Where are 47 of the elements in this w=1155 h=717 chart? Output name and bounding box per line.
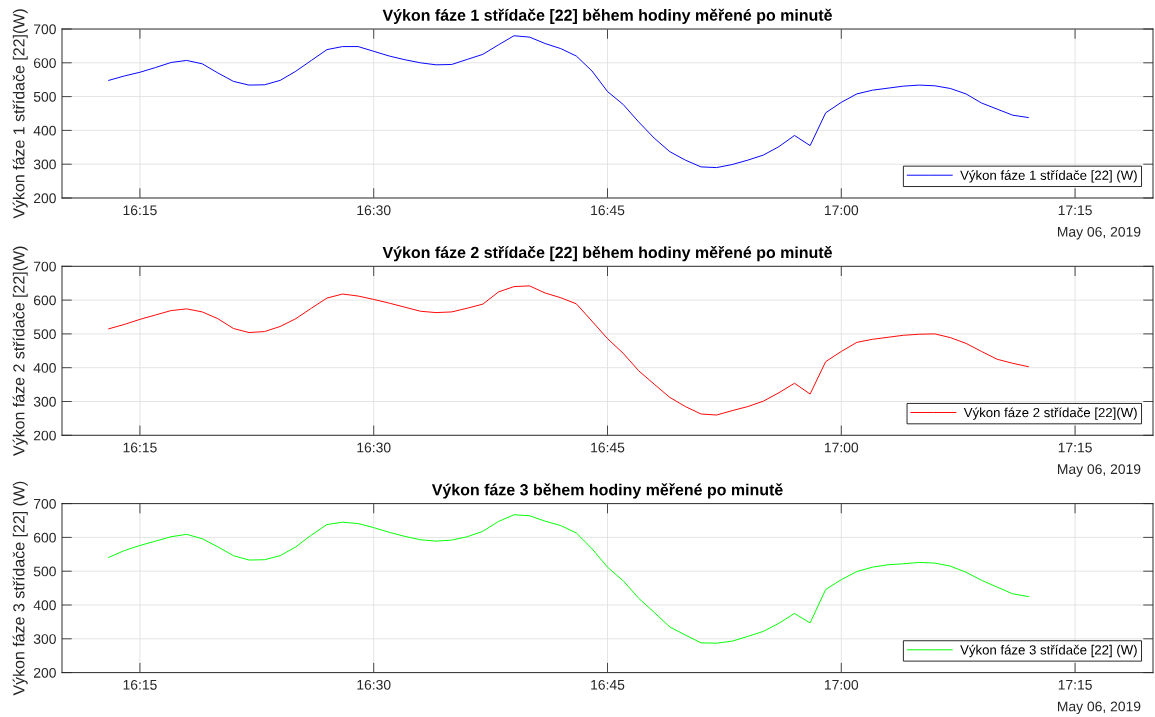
y-tick-label: 700 — [33, 24, 56, 35]
legend-label: Výkon fáze 3 střídače [22] (W) — [960, 644, 1137, 658]
y-tick-label: 400 — [33, 125, 56, 136]
x-tick-label: 16:30 — [357, 679, 391, 690]
y-tick-label: 700 — [33, 498, 56, 509]
text: May 06, 2019 — [1057, 464, 1141, 477]
chart-title: Výkon fáze 3 během hodiny měřené po minutě — [431, 483, 783, 499]
y-tick-label: 200 — [33, 667, 56, 678]
y-tick-label: 300 — [33, 634, 56, 644]
y-tick-label: 700 — [33, 261, 56, 272]
y-axis-title: Výkon fáze 3 střídače [22] (W) — [12, 481, 28, 696]
y-axis-title: Výkon fáze 2 střídače [22](W) — [12, 246, 28, 456]
legend-label: Výkon fáze 2 střídače [22](W) — [963, 407, 1137, 420]
x-tick-label: 17:15 — [1058, 442, 1092, 453]
y-tick-label: 400 — [33, 600, 56, 611]
x-tick-label: 17:00 — [824, 205, 859, 216]
x-tick-label: 17:15 — [1058, 205, 1092, 216]
x-tick-label: 16:30 — [357, 442, 391, 453]
chart-title: Výkon fáze 1 střídače [22] během hodiny měřené po minutě — [382, 8, 832, 24]
y-tick-label: 600 — [33, 58, 56, 68]
y-tick-label: 300 — [33, 396, 56, 407]
legend-label: Výkon fáze 1 střídače [22] (W) — [960, 170, 1137, 183]
y-tick-label: 300 — [33, 159, 56, 170]
y-tick-label: 200 — [33, 430, 56, 441]
line-series — [108, 514, 1029, 644]
x-tick-label: 17:00 — [824, 679, 859, 690]
x-tick-label: 17:15 — [1058, 680, 1092, 690]
x-tick-label: 16:30 — [357, 205, 391, 216]
y-axis-title: Výkon fáze 1 střídače [22](W) — [12, 9, 28, 219]
text: May 06, 2019 — [1057, 701, 1141, 715]
y-tick-label: 500 — [33, 566, 56, 577]
x-tick-label: 16:45 — [591, 679, 625, 690]
y-tick-label: 600 — [33, 532, 56, 543]
y-tick-label: 600 — [33, 295, 56, 306]
x-tick-label: 16:15 — [123, 679, 157, 690]
x-tick-label: 16:45 — [591, 442, 625, 453]
x-tick-label: 16:15 — [123, 205, 157, 216]
line-series — [108, 35, 1029, 169]
y-tick-label: 500 — [33, 91, 56, 102]
chart-title: Výkon fáze 2 střídače [22] během hodiny měřené po minutě — [382, 246, 832, 262]
x-tick-label: 16:45 — [591, 205, 625, 216]
text: May 06, 2019 — [1057, 226, 1141, 240]
x-tick-label: 17:00 — [824, 442, 859, 453]
y-tick-label: 200 — [33, 193, 56, 204]
x-tick-label: 16:15 — [123, 442, 157, 453]
y-tick-label: 500 — [33, 329, 56, 340]
y-tick-label: 400 — [33, 363, 56, 373]
